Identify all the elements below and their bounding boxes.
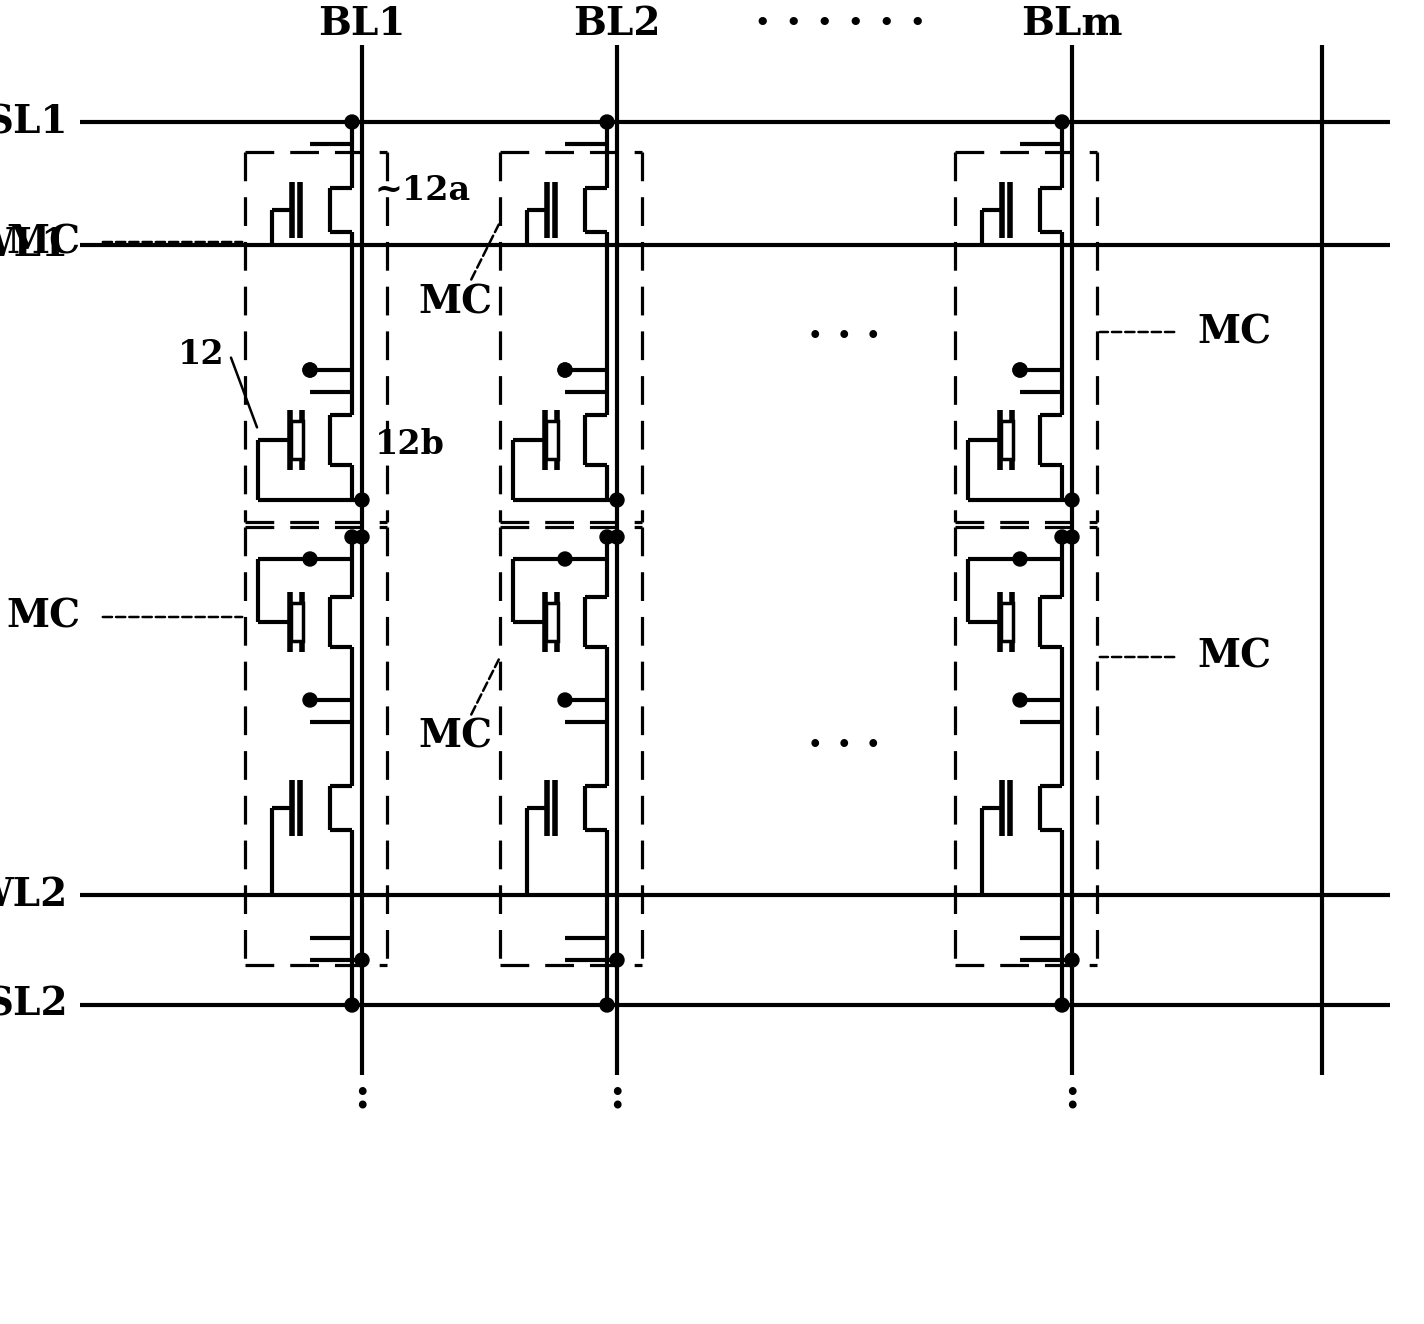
Text: :: :	[609, 1074, 625, 1116]
Text: MC: MC	[417, 283, 493, 320]
Circle shape	[558, 692, 572, 707]
Text: WL2: WL2	[0, 876, 68, 914]
Circle shape	[1065, 493, 1079, 507]
Circle shape	[609, 493, 624, 507]
Circle shape	[1012, 552, 1027, 565]
Circle shape	[1012, 692, 1027, 707]
Text: MC: MC	[1198, 312, 1272, 351]
Text: BLm: BLm	[1021, 5, 1122, 42]
Text: ~12a: ~12a	[375, 173, 471, 207]
Bar	[545, 602, 558, 641]
Circle shape	[1012, 363, 1027, 377]
Text: BL2: BL2	[574, 5, 661, 42]
Text: 12: 12	[178, 339, 225, 372]
Text: SL1: SL1	[0, 103, 68, 140]
Circle shape	[345, 998, 359, 1012]
Text: WL1: WL1	[0, 226, 68, 263]
Text: MC: MC	[6, 598, 80, 636]
Circle shape	[600, 115, 614, 128]
Text: BL1: BL1	[319, 5, 406, 42]
Circle shape	[303, 692, 318, 707]
Circle shape	[600, 998, 614, 1012]
Circle shape	[558, 363, 572, 377]
Circle shape	[303, 363, 318, 377]
Circle shape	[355, 530, 369, 544]
Circle shape	[1012, 363, 1027, 377]
Circle shape	[1055, 998, 1069, 1012]
Text: MC: MC	[1198, 638, 1272, 677]
Circle shape	[609, 953, 624, 967]
Text: · · ·: · · ·	[807, 316, 880, 357]
Text: MC: MC	[6, 222, 80, 261]
Circle shape	[600, 530, 614, 544]
Text: 12b: 12b	[375, 429, 444, 462]
Circle shape	[1065, 953, 1079, 967]
Bar	[290, 421, 303, 459]
Text: · · · · · ·: · · · · · ·	[755, 3, 926, 45]
Circle shape	[303, 363, 318, 377]
Circle shape	[355, 953, 369, 967]
Circle shape	[1065, 530, 1079, 544]
Circle shape	[345, 530, 359, 544]
Circle shape	[558, 552, 572, 565]
Circle shape	[1055, 115, 1069, 128]
Circle shape	[1055, 530, 1069, 544]
Bar	[290, 602, 303, 641]
Text: MC: MC	[417, 718, 493, 756]
Circle shape	[355, 493, 369, 507]
Circle shape	[609, 530, 624, 544]
Bar	[1001, 602, 1012, 641]
Text: SL2: SL2	[0, 986, 68, 1023]
Text: · · ·: · · ·	[807, 726, 880, 767]
Bar	[1001, 421, 1012, 459]
Circle shape	[303, 552, 318, 565]
Text: :: :	[355, 1074, 370, 1116]
Circle shape	[558, 363, 572, 377]
Bar	[545, 421, 558, 459]
Text: :: :	[1064, 1074, 1079, 1116]
Circle shape	[345, 115, 359, 128]
